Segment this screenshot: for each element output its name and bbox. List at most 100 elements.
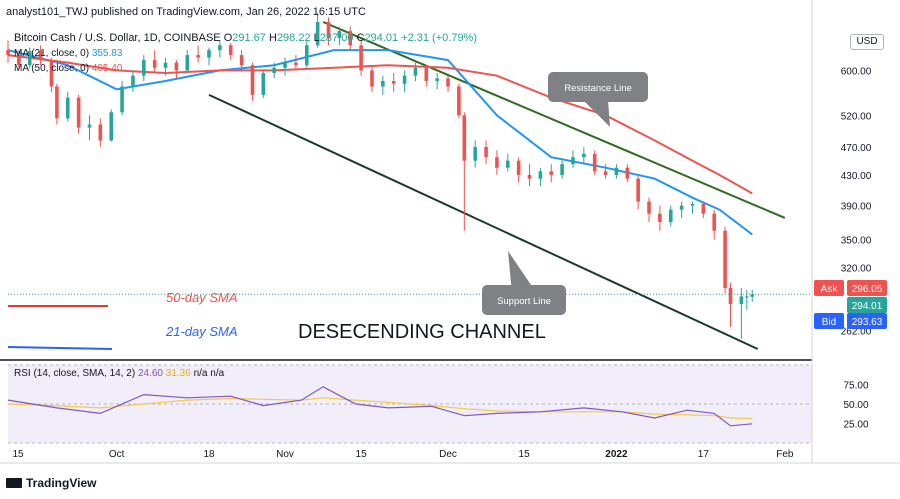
candle-body xyxy=(174,62,179,71)
candle-body xyxy=(142,60,146,76)
candle-body xyxy=(294,62,298,66)
ask-tag-value: 296.05 xyxy=(852,284,883,295)
candle-body xyxy=(739,296,744,305)
close-label: C xyxy=(356,32,365,44)
branding-label: TradingView xyxy=(26,476,97,490)
rsi-legend: RSI (14, close, SMA, 14, 2) 24.60 31.36 … xyxy=(14,368,224,379)
ma50-line xyxy=(7,54,753,195)
candle-body xyxy=(538,171,543,179)
ask-tag-value-bg xyxy=(847,280,887,296)
candle-body xyxy=(745,296,749,298)
candle-body xyxy=(495,157,499,168)
candle-body xyxy=(473,147,477,161)
time-tick-label: 18 xyxy=(203,449,215,460)
rsi-tick-label: 75.00 xyxy=(843,381,868,392)
publisher-line: analyst101_TWJ published on TradingView.… xyxy=(6,6,366,18)
candle-body xyxy=(647,201,651,214)
candle-body xyxy=(435,78,439,82)
price-tick-label: 390.00 xyxy=(841,202,872,213)
support-callout-pointer xyxy=(508,251,533,287)
time-tick-label: Oct xyxy=(109,449,125,460)
ma50-value: 405.40 xyxy=(91,63,123,74)
high-value: 298.22 xyxy=(276,32,311,44)
price-tick-label: 350.00 xyxy=(841,236,872,247)
candle-body xyxy=(582,153,586,158)
resistance-line xyxy=(322,21,786,219)
sma50-annotation: 50-day SMA xyxy=(166,290,238,305)
rsi-line xyxy=(7,386,753,427)
tradingview-logo[interactable]: TradingView xyxy=(6,476,96,490)
time-tick-label: Dec xyxy=(439,449,457,460)
currency-selector[interactable]: USD xyxy=(850,34,884,50)
candle-body xyxy=(38,51,43,61)
candle-body xyxy=(723,230,727,288)
candle-body xyxy=(505,160,510,168)
open-value: 291.67 xyxy=(232,32,266,44)
sma21-legend-swatch xyxy=(7,346,113,350)
candle-body xyxy=(571,157,575,165)
price-tick-label: 320.00 xyxy=(841,264,872,275)
candle-body xyxy=(370,70,374,87)
candle-body xyxy=(337,31,342,39)
ma50-label: MA (50, close, 0) xyxy=(14,63,90,74)
candle-body xyxy=(27,51,32,66)
candle-body xyxy=(381,81,385,87)
tv-icon xyxy=(6,478,22,488)
last-tag-value: 294.01 xyxy=(852,301,883,312)
rsi-label: RSI (14, close, SMA, 14, 2) xyxy=(14,368,136,379)
candle-body xyxy=(185,55,190,71)
time-tick-label: 15 xyxy=(519,449,531,460)
candle-body xyxy=(402,75,407,84)
candle-body xyxy=(527,174,532,179)
bid-tag-value: 293.63 xyxy=(852,317,883,328)
channel-annotation: DESECENDING CHANNEL xyxy=(298,321,546,343)
candle-body xyxy=(250,65,255,95)
rsi-sma-value: 31.36 xyxy=(165,368,191,379)
candle-body xyxy=(196,55,200,58)
candle-body xyxy=(391,81,396,84)
candle-body xyxy=(163,62,168,68)
candle-body xyxy=(109,112,114,141)
candle-body xyxy=(207,50,211,58)
candle-body xyxy=(359,45,363,71)
bid-tag-label-bg xyxy=(814,313,844,329)
candle-body xyxy=(750,294,755,297)
candle-body xyxy=(690,203,695,206)
symbol-name: Bitcoin Cash / U.S. Dollar, 1D, COINBASE xyxy=(14,32,221,44)
candle-body xyxy=(413,67,418,76)
ask-tag-label-bg xyxy=(814,280,844,296)
rsi-tick-label: 25.00 xyxy=(843,420,868,431)
candle-body xyxy=(87,124,92,128)
time-tick-label: Feb xyxy=(776,449,794,460)
candle-body xyxy=(549,171,554,175)
candle-body xyxy=(728,287,733,305)
open-label: O xyxy=(223,32,233,44)
resistance-callout-box xyxy=(548,72,648,102)
candle-body xyxy=(49,60,54,87)
candle-body xyxy=(446,78,450,87)
support-callout-box xyxy=(482,285,566,315)
high-label: H xyxy=(268,32,277,44)
candle-body xyxy=(679,205,684,210)
candle-body xyxy=(17,55,21,66)
bid-tag-label: Bid xyxy=(822,317,836,328)
sma21-annotation: 21-day SMA xyxy=(165,324,238,339)
candle-body xyxy=(272,67,276,74)
rsi-value: 24.60 xyxy=(137,368,163,379)
candle-body xyxy=(261,73,266,95)
price-tick-label: 470.00 xyxy=(841,143,872,154)
candle-body xyxy=(304,45,309,66)
time-tick-label: 15 xyxy=(356,449,368,460)
candle-body xyxy=(6,50,10,56)
rsi-tick-label: 50.00 xyxy=(843,400,868,411)
support-callout-label: Support Line xyxy=(497,296,551,307)
candle-body xyxy=(65,97,70,119)
candle-body xyxy=(484,147,488,158)
ohlc-legend: Bitcoin Cash / U.S. Dollar, 1D, COINBASE… xyxy=(14,32,477,44)
candle-body xyxy=(120,86,124,113)
resistance-callout-label: Resistance Line xyxy=(564,83,632,94)
candle-body xyxy=(326,22,331,39)
price-tick-label: 430.00 xyxy=(841,171,872,182)
candle-body xyxy=(424,67,429,82)
